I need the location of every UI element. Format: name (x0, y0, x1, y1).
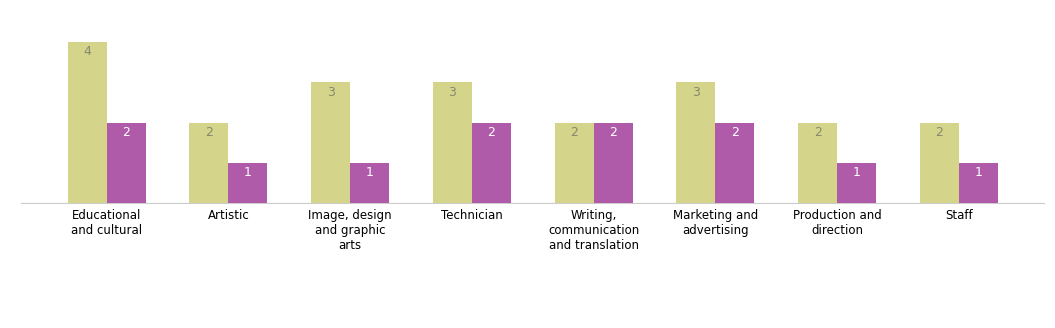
Text: 2: 2 (813, 126, 822, 139)
Bar (350, 163, 389, 203)
Text: 3: 3 (448, 86, 457, 99)
Text: 2: 2 (609, 126, 617, 139)
Bar (920, 123, 959, 203)
Text: 2: 2 (731, 126, 738, 139)
Text: 1: 1 (852, 166, 861, 179)
Text: 4: 4 (83, 45, 91, 58)
Bar (838, 163, 876, 203)
Text: 2: 2 (205, 126, 213, 139)
Text: 1: 1 (366, 166, 373, 179)
Bar (676, 82, 715, 203)
Text: 2: 2 (571, 126, 578, 139)
Text: 3: 3 (327, 86, 334, 99)
Text: 2: 2 (936, 126, 943, 139)
Bar (311, 82, 350, 203)
Text: 1: 1 (244, 166, 252, 179)
Text: 2: 2 (487, 126, 495, 139)
Bar (594, 123, 633, 203)
Bar (228, 163, 267, 203)
Bar (959, 163, 998, 203)
Bar (472, 123, 511, 203)
Bar (715, 123, 754, 203)
Text: 2: 2 (122, 126, 130, 139)
Bar (68, 42, 107, 203)
Bar (799, 123, 838, 203)
Bar (555, 123, 594, 203)
Text: 3: 3 (692, 86, 699, 99)
Text: 1: 1 (975, 166, 982, 179)
Bar (433, 82, 472, 203)
Bar (190, 123, 228, 203)
Bar (107, 123, 146, 203)
